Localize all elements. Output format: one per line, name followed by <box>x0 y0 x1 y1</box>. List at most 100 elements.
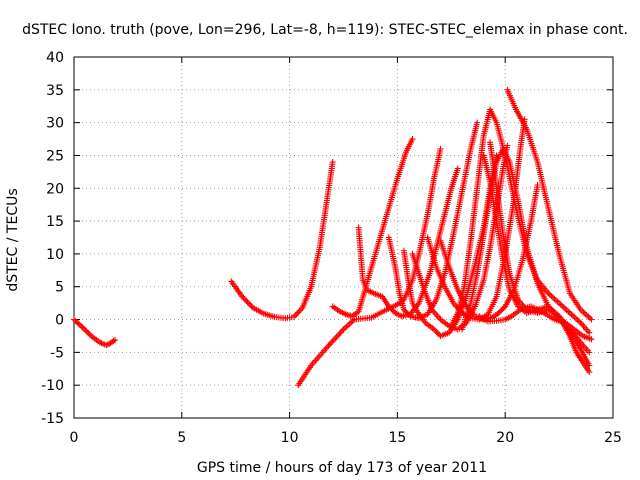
data-point <box>337 329 344 336</box>
data-point <box>553 297 560 304</box>
data-point <box>499 306 506 313</box>
data-point <box>340 326 347 333</box>
data-point <box>586 349 593 356</box>
data-point <box>326 341 333 348</box>
data-point <box>342 324 349 331</box>
data-point <box>583 312 590 319</box>
data-point <box>328 339 335 346</box>
data-point <box>245 300 252 307</box>
data-point <box>388 306 395 313</box>
axes: 0 5 10 15 20 25 -15 -10 -5 0 5 10 15 20 25 30 35 40 <box>41 50 622 446</box>
data-point <box>437 145 444 152</box>
data-point <box>243 297 250 304</box>
data-point <box>329 338 336 345</box>
data-point <box>71 316 77 323</box>
data-point <box>335 332 342 339</box>
data-point <box>559 302 566 309</box>
data-point <box>565 308 572 315</box>
data-point <box>568 311 575 318</box>
x-tick-label: 20 <box>496 430 514 446</box>
data-point <box>104 341 111 348</box>
data-point <box>474 119 481 126</box>
data-point <box>241 296 248 303</box>
y-tick-label: -10 <box>41 378 64 394</box>
data-series <box>476 303 595 343</box>
data-point <box>431 326 438 333</box>
data-point <box>73 319 80 326</box>
data-point <box>404 310 411 317</box>
data-point <box>579 308 586 315</box>
data-point <box>588 316 595 323</box>
data-point <box>432 327 439 334</box>
data-point <box>348 319 355 326</box>
data-point <box>76 321 83 328</box>
data-point <box>111 336 118 343</box>
data-point <box>534 181 541 188</box>
data-point <box>497 308 504 315</box>
y-tick-label: -15 <box>41 411 64 427</box>
data-point <box>400 306 407 313</box>
y-tick-label: 40 <box>46 50 64 66</box>
data-point <box>409 136 416 143</box>
data-point <box>296 307 303 314</box>
data-point <box>560 304 567 311</box>
data-point <box>293 310 300 317</box>
data-point <box>549 294 556 301</box>
data-point <box>569 312 576 319</box>
data-point <box>582 310 589 317</box>
data-point <box>563 307 570 314</box>
data-point <box>566 309 573 316</box>
x-tick-label: 15 <box>388 430 406 446</box>
x-tick-label: 5 <box>177 430 186 446</box>
data-point <box>580 309 587 316</box>
plot-frame <box>73 56 614 419</box>
data-point <box>402 308 409 315</box>
data-point <box>573 315 580 322</box>
data-point <box>585 313 592 320</box>
y-tick-label: 5 <box>55 280 64 296</box>
data-point <box>556 300 563 307</box>
data-point <box>85 330 92 337</box>
data-point <box>72 317 79 324</box>
data-point <box>586 362 593 369</box>
x-tick-label: 25 <box>604 430 622 446</box>
data-point <box>329 159 336 166</box>
data-point <box>586 369 593 376</box>
y-tick-label: 20 <box>46 181 64 197</box>
data-point <box>574 317 581 324</box>
data-point <box>403 309 410 316</box>
x-tick-label: 0 <box>70 430 79 446</box>
data-point <box>345 322 352 329</box>
data-point <box>551 295 558 302</box>
data-point <box>75 320 82 327</box>
data-point <box>586 329 593 336</box>
data-point <box>110 337 117 344</box>
data-series <box>71 316 118 349</box>
x-tick-label: 10 <box>281 430 299 446</box>
data-point <box>82 327 89 334</box>
data-point <box>495 309 502 316</box>
data-series <box>459 145 593 356</box>
data-point <box>385 303 392 310</box>
y-axis-label: dSTEC / TECUs <box>5 188 21 291</box>
y-tick-label: 35 <box>46 83 64 99</box>
data-point <box>498 307 505 314</box>
data-point <box>240 294 247 301</box>
data-series <box>504 86 595 323</box>
data-series <box>329 136 416 320</box>
data-point <box>500 304 507 311</box>
chart-title: dSTEC Iono. truth (pove, Lon=296, Lat=-8… <box>22 22 628 38</box>
grid <box>74 57 613 418</box>
data-point <box>389 307 396 314</box>
data-point <box>346 320 353 327</box>
data-point <box>336 330 343 337</box>
data-point <box>434 330 441 337</box>
data-point <box>83 328 90 335</box>
data-point <box>454 165 461 172</box>
data-point <box>86 331 93 338</box>
data-point <box>247 301 254 308</box>
y-tick-label: -5 <box>50 345 64 361</box>
data-point <box>295 309 302 316</box>
data-point <box>387 304 394 311</box>
